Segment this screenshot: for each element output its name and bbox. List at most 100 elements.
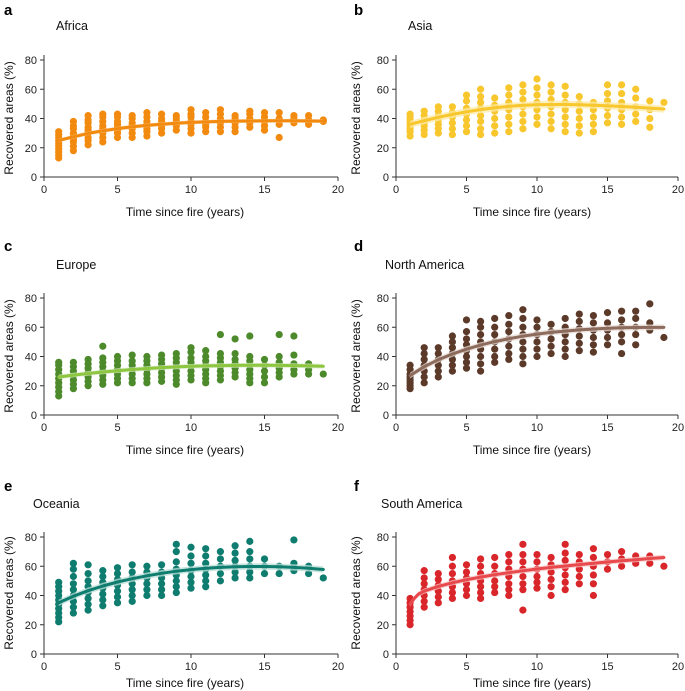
data-point <box>84 600 92 608</box>
data-point <box>448 588 456 597</box>
data-point <box>575 310 583 318</box>
data-point <box>113 564 122 572</box>
data-point <box>575 114 583 123</box>
y-tick-label: 80 <box>377 293 389 305</box>
data-point <box>491 94 499 102</box>
data-point <box>84 569 92 578</box>
data-point <box>618 307 626 315</box>
data-point <box>519 352 527 361</box>
panel-title: Africa <box>56 19 88 33</box>
panel-title: North America <box>385 258 464 272</box>
panel-letter: e <box>4 478 12 495</box>
x-tick-label: 20 <box>332 661 344 673</box>
data-point <box>462 91 471 99</box>
data-point <box>290 536 298 544</box>
data-point <box>589 571 598 579</box>
data-point <box>533 338 541 346</box>
data-point <box>462 561 471 569</box>
data-point <box>231 556 239 565</box>
data-point <box>505 580 513 588</box>
x-tick-label: 15 <box>258 661 270 673</box>
data-point <box>158 591 166 600</box>
data-point <box>231 549 239 557</box>
panel-europe: c Europe 0 20 40 60 80 0 5 10 15 20 Time since fi… <box>2 238 344 457</box>
data-point <box>491 114 499 123</box>
data-point <box>462 591 471 600</box>
data-point <box>448 125 456 133</box>
y-tick-label: 60 <box>25 561 37 573</box>
x-tick-label: 10 <box>185 422 197 434</box>
data-point <box>505 84 513 92</box>
x-tick-label: 20 <box>672 184 684 196</box>
data-point <box>547 575 555 584</box>
data-point <box>533 84 541 92</box>
data-point <box>589 333 598 342</box>
y-tick-label: 20 <box>377 143 389 155</box>
data-point <box>575 317 583 325</box>
data-point <box>448 332 456 340</box>
data-point <box>491 352 499 361</box>
data-point <box>128 357 136 365</box>
data-point <box>448 594 456 603</box>
x-axis-title: Time since fire (years) <box>126 205 244 219</box>
data-point <box>561 571 569 579</box>
data-point <box>519 558 527 566</box>
x-tick-label: 0 <box>393 661 399 673</box>
data-point <box>561 578 569 586</box>
x-tick-label: 10 <box>185 184 197 196</box>
data-point <box>406 361 414 369</box>
data-point <box>505 591 513 600</box>
data-point <box>462 328 471 336</box>
data-point <box>202 577 210 585</box>
data-point <box>477 352 485 361</box>
data-point <box>275 109 283 117</box>
data-point <box>246 537 254 545</box>
data-point <box>462 358 471 366</box>
data-point <box>420 567 428 575</box>
data-point <box>505 558 513 566</box>
y-tick-label: 0 <box>31 172 37 184</box>
data-point <box>603 550 612 559</box>
data-point <box>491 553 499 562</box>
y-tick-label: 40 <box>25 114 37 126</box>
data-point <box>99 602 107 610</box>
data-point <box>561 82 569 90</box>
data-point <box>561 345 569 353</box>
data-point <box>69 559 77 567</box>
data-point <box>519 117 527 126</box>
data-point <box>231 335 239 343</box>
data-point <box>462 568 471 576</box>
data-point <box>246 574 254 582</box>
y-tick-label: 80 <box>25 55 37 67</box>
data-point <box>618 316 626 324</box>
data-point <box>561 128 569 136</box>
y-axis-title: Recovered areas (%) <box>2 61 16 174</box>
data-point <box>505 342 513 350</box>
panel-title: Europe <box>56 258 96 272</box>
data-point <box>561 586 569 594</box>
data-point <box>290 111 298 120</box>
data-point <box>172 349 180 358</box>
data-point <box>632 330 640 339</box>
data-point <box>491 358 499 366</box>
data-point <box>547 591 555 600</box>
data-point <box>202 571 210 579</box>
data-point <box>589 120 598 128</box>
data-point <box>491 562 499 570</box>
data-point <box>477 130 485 139</box>
data-point <box>158 351 166 359</box>
data-point <box>128 561 136 569</box>
y-tick-label: 40 <box>377 591 389 603</box>
fit-line <box>57 119 325 142</box>
x-tick-label: 0 <box>393 422 399 434</box>
data-point <box>519 586 527 594</box>
data-point <box>618 330 626 339</box>
data-point <box>128 111 136 120</box>
data-point <box>618 113 626 121</box>
y-tick-label: 0 <box>383 410 389 422</box>
data-point <box>462 586 471 594</box>
data-point <box>202 109 210 117</box>
data-point <box>632 341 640 349</box>
data-point <box>113 587 122 595</box>
data-point <box>420 107 428 115</box>
